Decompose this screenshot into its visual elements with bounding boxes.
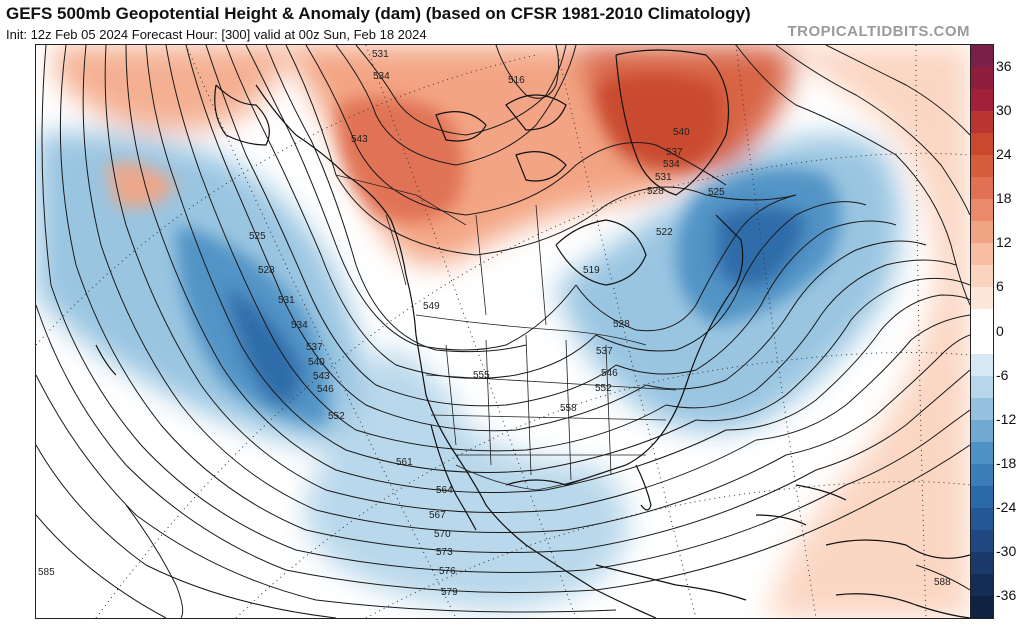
colorbar-tick-label: 30	[996, 102, 1012, 119]
contour-label: 534	[663, 159, 680, 170]
contour-label: 540	[673, 127, 690, 138]
coastlines	[95, 49, 970, 618]
colorbar-tick-label: 18	[996, 190, 1012, 207]
colorbar-tick-label: 12	[996, 234, 1012, 251]
contour-label: 543	[351, 134, 368, 145]
colorbar-tick-label: 0	[996, 322, 1004, 339]
map-canvas: 531 534 516 540 543 537 534 531 528 525 …	[36, 45, 970, 618]
colorbar-segment	[971, 529, 993, 552]
contour-label: 576	[439, 566, 456, 577]
colorbar-tick-label: -12	[996, 410, 1017, 427]
colorbar-tick-label: -30	[996, 542, 1017, 559]
site-brand: TROPICALTIDBITS.COM	[787, 23, 970, 40]
colorbar-segment	[971, 375, 993, 398]
colorbar-tick-label: 24	[996, 146, 1012, 163]
contour-label: 570	[434, 529, 451, 540]
colorbar-segment	[971, 265, 993, 288]
colorbar-tick-label: -24	[996, 498, 1017, 515]
map-subtitle: Init: 12z Feb 05 2024 Forecast Hour: [30…	[6, 27, 427, 42]
map-title: GEFS 500mb Geopotential Height & Anomaly…	[6, 4, 751, 23]
contour-label: 573	[436, 547, 453, 558]
colorbar-tick-label: -36	[996, 586, 1017, 603]
contour-label: 564	[436, 485, 453, 496]
colorbar-segment	[971, 221, 993, 244]
contour-label: 540	[308, 357, 325, 368]
colorbar-segment	[971, 573, 993, 596]
colorbar-segment	[971, 397, 993, 420]
contour-label: 543	[313, 371, 330, 382]
contour-label: 567	[429, 510, 446, 521]
contour-label: 531	[655, 172, 672, 183]
colorbar-tick-label: 36	[996, 58, 1012, 75]
political-borders	[335, 174, 677, 491]
map-panel: 531 534 516 540 543 537 534 531 528 525 …	[35, 44, 971, 619]
contour-label: 522	[656, 227, 673, 238]
contour-label: 528	[258, 265, 275, 276]
contour-label: 588	[934, 577, 951, 588]
contour-label: 534	[373, 71, 390, 82]
colorbar-segment	[971, 485, 993, 508]
contour-label: 516	[508, 75, 525, 86]
colorbar-segment	[971, 309, 993, 354]
colorbar-tick-label: -6	[996, 366, 1009, 383]
anomaly-colorbar	[970, 44, 994, 619]
colorbar-segment	[971, 595, 993, 618]
colorbar-segment	[971, 111, 993, 134]
contour-label: 558	[560, 403, 577, 414]
contour-label: 546	[601, 368, 618, 379]
colorbar-segment	[971, 419, 993, 442]
colorbar-segment	[971, 155, 993, 178]
contour-label: 552	[595, 383, 612, 394]
contour-label: 528	[613, 319, 630, 330]
contour-label: 537	[306, 342, 323, 353]
colorbar-segment	[971, 441, 993, 464]
contour-label: 552	[328, 411, 345, 422]
colorbar-segment	[971, 551, 993, 574]
colorbar-segment	[971, 287, 993, 310]
contour-label: 534	[291, 320, 308, 331]
contour-label: 579	[441, 587, 458, 598]
contour-labels: 531 534 516 540 543 537 534 531 528 525 …	[38, 49, 951, 598]
contour-label: 561	[396, 457, 413, 468]
contour-label: 525	[249, 231, 266, 242]
contour-label: 537	[666, 147, 683, 158]
graticule-lines	[36, 45, 970, 618]
contour-label: 531	[372, 49, 389, 60]
colorbar-segment	[971, 463, 993, 486]
colorbar-tick-label: -18	[996, 454, 1017, 471]
contour-label: 555	[473, 370, 490, 381]
contour-label: 519	[583, 265, 600, 276]
colorbar-tick-label: 6	[996, 278, 1004, 295]
contour-label: 549	[423, 301, 440, 312]
contour-label: 546	[317, 384, 334, 395]
colorbar-segment	[971, 89, 993, 112]
colorbar-segment	[971, 67, 993, 90]
contour-label: 537	[596, 346, 613, 357]
colorbar-segment	[971, 177, 993, 200]
colorbar-segment	[971, 243, 993, 266]
colorbar-segment	[971, 507, 993, 530]
colorbar-segment	[971, 45, 993, 68]
contour-label: 585	[38, 567, 55, 578]
anomaly-shading	[36, 45, 970, 618]
height-contours	[36, 45, 970, 618]
colorbar-segment	[971, 353, 993, 376]
contour-label: 525	[708, 187, 725, 198]
colorbar-segment	[971, 199, 993, 222]
contour-label: 531	[278, 295, 295, 306]
colorbar-segment	[971, 133, 993, 156]
contour-label: 528	[647, 186, 664, 197]
